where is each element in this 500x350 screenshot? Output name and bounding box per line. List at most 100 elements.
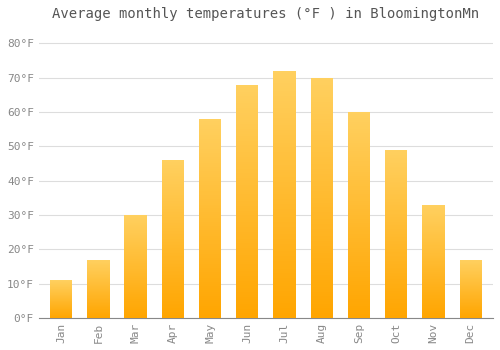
- Bar: [310, 167, 333, 169]
- Bar: [124, 265, 147, 266]
- Bar: [50, 316, 72, 317]
- Bar: [460, 270, 482, 271]
- Bar: [348, 275, 370, 277]
- Bar: [236, 148, 258, 150]
- Bar: [199, 230, 222, 232]
- Bar: [385, 249, 407, 251]
- Bar: [274, 118, 295, 120]
- Bar: [50, 301, 72, 302]
- Bar: [274, 286, 295, 288]
- Bar: [124, 253, 147, 254]
- Bar: [50, 307, 72, 308]
- Bar: [422, 309, 444, 310]
- Bar: [422, 211, 444, 213]
- Bar: [422, 239, 444, 240]
- Bar: [236, 260, 258, 262]
- Bar: [274, 207, 295, 209]
- Bar: [310, 267, 333, 270]
- Bar: [385, 168, 407, 170]
- Bar: [199, 155, 222, 157]
- Bar: [422, 304, 444, 306]
- Bar: [199, 149, 222, 151]
- Bar: [199, 266, 222, 268]
- Bar: [87, 261, 110, 262]
- Bar: [236, 159, 258, 162]
- Bar: [236, 288, 258, 290]
- Bar: [310, 116, 333, 119]
- Bar: [162, 198, 184, 200]
- Bar: [460, 293, 482, 294]
- Bar: [310, 280, 333, 282]
- Bar: [87, 270, 110, 271]
- Bar: [422, 233, 444, 234]
- Bar: [348, 180, 370, 182]
- Bar: [124, 306, 147, 307]
- Bar: [422, 267, 444, 268]
- Bar: [199, 298, 222, 300]
- Bar: [422, 285, 444, 286]
- Bar: [348, 135, 370, 137]
- Bar: [199, 215, 222, 216]
- Bar: [460, 274, 482, 275]
- Bar: [87, 279, 110, 280]
- Bar: [124, 315, 147, 316]
- Bar: [199, 206, 222, 209]
- Bar: [348, 194, 370, 196]
- Bar: [124, 298, 147, 299]
- Bar: [162, 242, 184, 244]
- Bar: [422, 299, 444, 300]
- Bar: [274, 276, 295, 278]
- Bar: [199, 222, 222, 224]
- Bar: [310, 287, 333, 289]
- Bar: [422, 244, 444, 245]
- Bar: [348, 293, 370, 295]
- Bar: [236, 122, 258, 124]
- Bar: [162, 211, 184, 212]
- Bar: [199, 274, 222, 276]
- Bar: [124, 300, 147, 301]
- Bar: [348, 186, 370, 188]
- Bar: [348, 161, 370, 163]
- Bar: [310, 172, 333, 174]
- Bar: [236, 192, 258, 194]
- Bar: [385, 281, 407, 283]
- Bar: [274, 74, 295, 76]
- Bar: [274, 147, 295, 150]
- Bar: [385, 298, 407, 300]
- Bar: [385, 259, 407, 261]
- Bar: [162, 234, 184, 236]
- Bar: [385, 240, 407, 242]
- Bar: [199, 163, 222, 165]
- Bar: [422, 249, 444, 250]
- Bar: [460, 267, 482, 268]
- Bar: [422, 273, 444, 274]
- Bar: [199, 292, 222, 294]
- Bar: [460, 309, 482, 310]
- Bar: [385, 190, 407, 192]
- Bar: [348, 209, 370, 211]
- Bar: [422, 272, 444, 273]
- Bar: [199, 123, 222, 125]
- Bar: [199, 262, 222, 264]
- Bar: [199, 300, 222, 302]
- Bar: [124, 277, 147, 278]
- Bar: [274, 244, 295, 246]
- Bar: [310, 90, 333, 92]
- Bar: [422, 226, 444, 228]
- Bar: [236, 94, 258, 96]
- Bar: [199, 178, 222, 181]
- Bar: [124, 239, 147, 240]
- Bar: [199, 197, 222, 198]
- Bar: [274, 231, 295, 234]
- Bar: [274, 202, 295, 204]
- Bar: [385, 185, 407, 187]
- Bar: [199, 268, 222, 270]
- Bar: [162, 181, 184, 182]
- Bar: [87, 285, 110, 286]
- Bar: [124, 303, 147, 304]
- Bar: [162, 307, 184, 308]
- Bar: [236, 211, 258, 213]
- Bar: [124, 251, 147, 252]
- Bar: [385, 284, 407, 286]
- Bar: [199, 153, 222, 155]
